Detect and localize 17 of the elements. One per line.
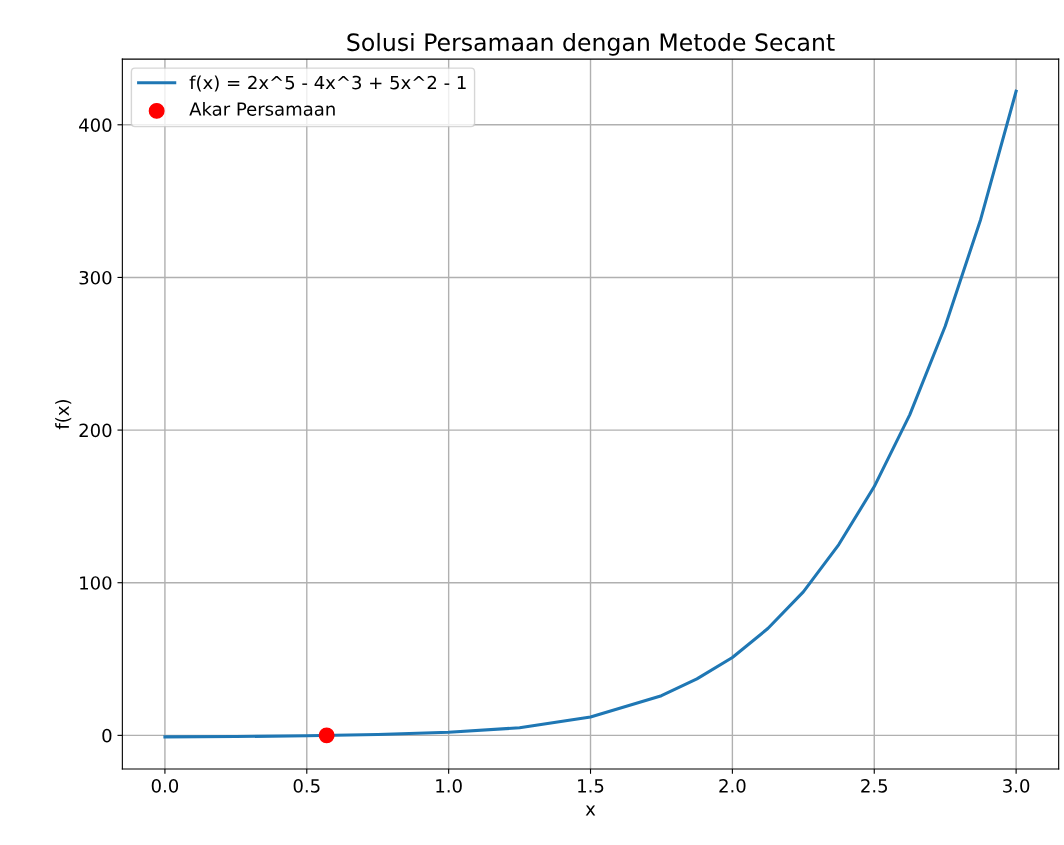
x-tick-label: 0.5 [293,778,320,793]
y-axis-title: f(x) [55,400,72,430]
y-tick-label: 300 [79,270,112,285]
x-axis-title: x [585,805,596,816]
y-tick-label: 100 [80,576,112,590]
x-tick-label: 2.5 [861,778,888,793]
x-tick-label: 3.0 [1003,778,1030,793]
y-tick-label: 0 [102,728,112,743]
y-tick-label: 400 [79,118,112,132]
x-tick-label: 2.0 [719,778,746,793]
y-tick-label: 200 [79,423,112,438]
x-tick-label: 1.5 [578,779,604,793]
chart-title: Solusi Persamaan dengan Metode Secant [347,32,835,56]
legend-label: f(x) = 2x^5 - 4x^3 + 5x^2 - 1 [189,75,466,92]
legend-label: Akar Persamaan [189,101,335,116]
x-tick-label: 0.0 [151,778,179,793]
x-tick-label: 1.0 [436,778,462,793]
